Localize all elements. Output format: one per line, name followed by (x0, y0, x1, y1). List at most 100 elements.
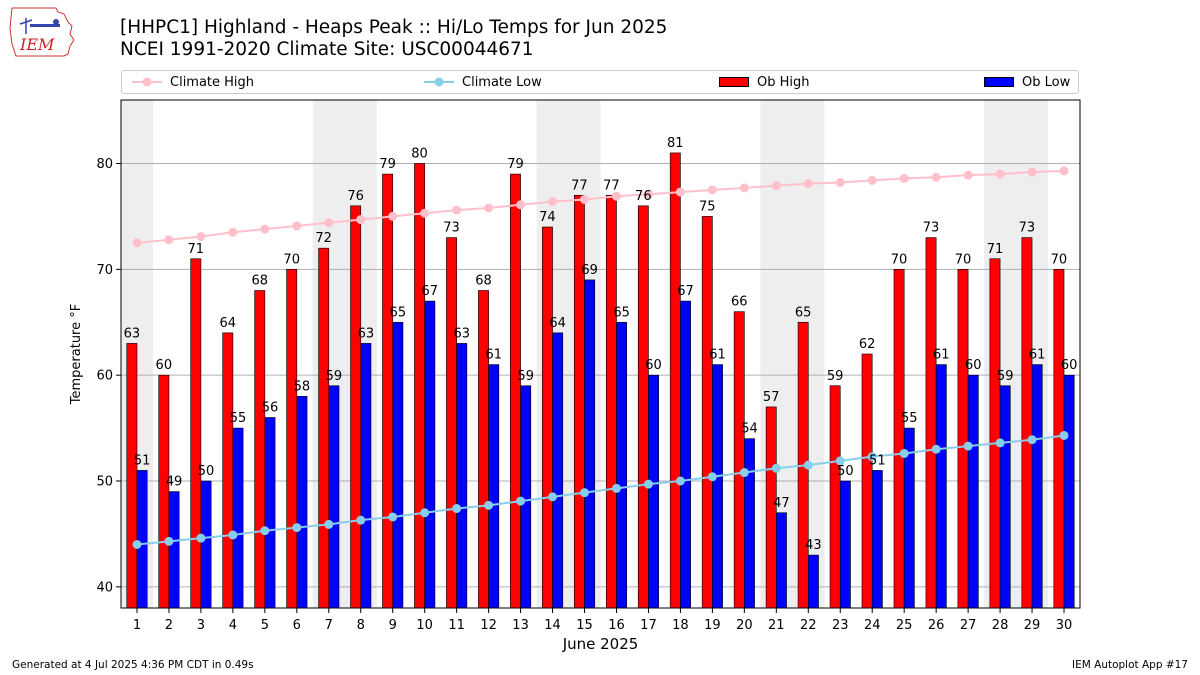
ob-high-label-14: 74 (539, 210, 556, 225)
ob-low-bar-20 (744, 438, 755, 609)
legend-label-ob-high: Ob High (757, 74, 810, 90)
ob-low-label-16: 65 (613, 305, 630, 320)
climate-high-point-26 (931, 172, 941, 182)
ob-low-bar-21 (776, 512, 787, 609)
ob-low-label-26: 61 (933, 348, 950, 363)
climate-high-point-10 (420, 208, 430, 218)
ob-low-label-11: 63 (453, 326, 470, 341)
climate-high-point-24 (867, 175, 877, 185)
legend-label-ob-low: Ob Low (1022, 74, 1071, 90)
climate-low-point-20 (739, 468, 749, 478)
ob-low-bar-17 (648, 374, 659, 609)
x-tick-label-17: 17 (640, 618, 657, 633)
ob-low-bar-27 (967, 374, 979, 609)
climate-high-point-21 (771, 181, 781, 191)
ob-low-label-18: 67 (677, 284, 694, 299)
ob-low-bar-5 (264, 417, 276, 609)
ob-high-label-8: 76 (347, 189, 364, 204)
x-tick-label-13: 13 (512, 618, 529, 633)
ob-high-label-11: 73 (443, 221, 460, 236)
ob-high-label-5: 68 (251, 274, 268, 289)
ob-high-label-9: 79 (379, 157, 396, 172)
footer-app: IEM Autoplot App #17 (1072, 659, 1188, 671)
legend-label-climate-low: Climate Low (462, 74, 542, 90)
ob-high-bar-15 (573, 194, 585, 609)
ob-high-bar-3 (190, 258, 202, 609)
climate-low-point-4 (228, 530, 238, 540)
climate-high-point-2 (164, 235, 174, 245)
x-tick-label-25: 25 (896, 618, 913, 633)
ob-high-bar-27 (957, 269, 969, 609)
ob-high-label-1: 63 (124, 326, 141, 341)
ob-high-label-26: 73 (923, 221, 940, 236)
climate-low-point-19 (707, 472, 717, 482)
chart-title-line2: NCEI 1991-2020 Climate Site: USC00044671 (120, 39, 534, 60)
climate-high-point-30 (1059, 166, 1069, 176)
ob-low-bar-19 (712, 364, 723, 609)
climate-low-point-18 (675, 476, 685, 486)
climate-low-point-12 (484, 500, 494, 510)
ob-high-label-3: 71 (188, 242, 205, 257)
ob-low-bar-14 (552, 332, 564, 609)
ob-high-label-15: 77 (571, 178, 588, 193)
climate-high-point-9 (388, 211, 398, 221)
ob-high-bar-14 (542, 226, 553, 609)
x-tick-label-5: 5 (261, 618, 269, 633)
climate-high-point-6 (292, 221, 302, 231)
climate-low-point-25 (899, 448, 909, 458)
ob-high-bar-8 (350, 205, 362, 609)
ob-high-bar-28 (989, 258, 1001, 609)
ob-low-bar-8 (360, 343, 372, 609)
ob-low-bar-1 (136, 470, 148, 609)
legend-item-ob-low: Ob Low (984, 71, 1070, 93)
ob-high-label-22: 65 (795, 305, 812, 320)
ob-low-bar-2 (168, 491, 180, 609)
climate-high-point-20 (739, 183, 749, 193)
ob-low-label-3: 50 (198, 464, 215, 479)
climate-low-point-10 (420, 508, 430, 518)
climate-low-point-15 (580, 488, 590, 498)
chart-legend: Climate High Climate Low Ob High Ob Low (121, 70, 1079, 94)
ob-low-label-13: 59 (517, 369, 534, 384)
climate-high-point-29 (1027, 167, 1037, 177)
ob-high-label-21: 57 (763, 390, 780, 405)
x-tick-label-2: 2 (165, 618, 173, 633)
x-tick-label-22: 22 (800, 618, 817, 633)
ob-high-bar-19 (701, 216, 713, 609)
ob-low-label-20: 54 (741, 422, 758, 437)
ob-low-label-25: 55 (901, 411, 918, 426)
climate-high-line-icon (132, 77, 162, 87)
climate-low-point-27 (963, 441, 973, 451)
ob-high-label-24: 62 (859, 337, 876, 352)
climate-high-point-28 (995, 169, 1005, 179)
ob-low-label-10: 67 (422, 284, 439, 299)
ob-low-label-30: 60 (1061, 358, 1078, 373)
climate-high-point-3 (196, 232, 206, 242)
ob-low-label-19: 61 (709, 348, 726, 363)
y-tick-label-70: 70 (96, 263, 113, 278)
climate-low-point-21 (771, 463, 781, 473)
ob-low-label-8: 63 (358, 326, 375, 341)
ob-high-label-16: 77 (603, 178, 620, 193)
ob-high-bar-6 (286, 269, 298, 609)
footer-generated: Generated at 4 Jul 2025 4:36 PM CDT in 0… (12, 659, 254, 671)
climate-low-point-7 (324, 519, 334, 529)
ob-high-label-25: 70 (891, 252, 908, 267)
ob-low-label-2: 49 (166, 475, 183, 490)
x-tick-label-20: 20 (736, 618, 753, 633)
climate-low-point-22 (803, 460, 813, 470)
x-tick-label-27: 27 (960, 618, 977, 633)
climate-high-point-1 (132, 238, 142, 248)
x-tick-label-29: 29 (1024, 618, 1041, 633)
climate-high-point-5 (260, 224, 270, 234)
ob-low-label-29: 61 (1029, 348, 1046, 363)
climate-high-line (136, 169, 1065, 244)
climate-low-line (136, 434, 1065, 546)
ob-high-label-29: 73 (1019, 221, 1036, 236)
climate-high-point-17 (643, 189, 653, 199)
ob-low-label-5: 56 (262, 401, 279, 416)
x-tick-label-24: 24 (864, 618, 881, 633)
ob-low-label-12: 61 (485, 348, 502, 363)
climate-high-point-8 (356, 215, 366, 225)
ob-high-bar-17 (637, 205, 649, 609)
